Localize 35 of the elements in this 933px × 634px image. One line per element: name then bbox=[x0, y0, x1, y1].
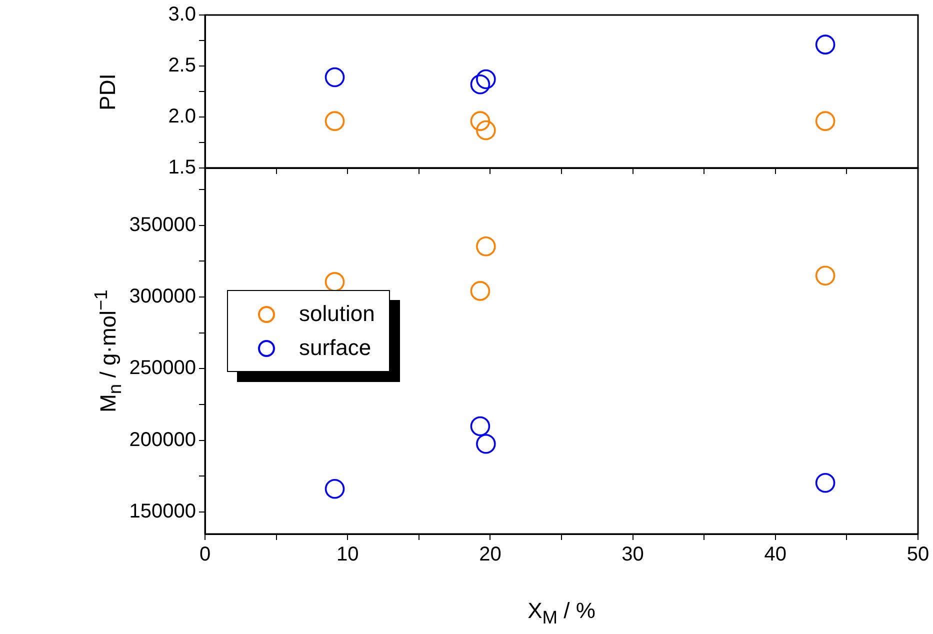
legend-label: solution bbox=[299, 301, 375, 327]
y-tick-label: 1.5 bbox=[168, 156, 196, 179]
point bbox=[324, 67, 345, 88]
legend-label: surface bbox=[299, 335, 372, 361]
point bbox=[476, 120, 496, 140]
point bbox=[815, 34, 836, 54]
point bbox=[470, 416, 490, 436]
point bbox=[815, 472, 836, 493]
point bbox=[470, 111, 490, 131]
point bbox=[476, 434, 496, 454]
point bbox=[476, 236, 496, 256]
y-tick-label: 150000 bbox=[129, 500, 196, 522]
x-axis-title: X$_{M}$ / % bbox=[528, 598, 596, 628]
x-tick-label: 40 bbox=[764, 544, 787, 566]
point bbox=[470, 74, 490, 94]
y-axis-title: PDI bbox=[95, 73, 121, 110]
x-tick-label: 10 bbox=[336, 544, 359, 566]
y-tick-label: 2.0 bbox=[168, 106, 196, 128]
y-tick-label: 200000 bbox=[129, 428, 196, 451]
x-tick-label: 30 bbox=[622, 544, 644, 566]
y-tick-label: 350000 bbox=[129, 214, 196, 236]
x-tick-label: 20 bbox=[479, 544, 502, 566]
x-tick-label: 0 bbox=[199, 544, 211, 566]
point bbox=[324, 111, 345, 131]
point bbox=[815, 111, 836, 131]
y-tick-label: 2.5 bbox=[168, 54, 196, 77]
point bbox=[476, 69, 496, 90]
point bbox=[324, 478, 345, 499]
point bbox=[324, 272, 345, 292]
y-tick-label: 3.0 bbox=[168, 4, 196, 26]
y-tick-label: 300000 bbox=[129, 285, 196, 308]
point bbox=[815, 266, 836, 286]
y-tick-label: 250000 bbox=[129, 357, 196, 380]
x-tick-label: 50 bbox=[906, 544, 930, 566]
point bbox=[470, 281, 490, 301]
